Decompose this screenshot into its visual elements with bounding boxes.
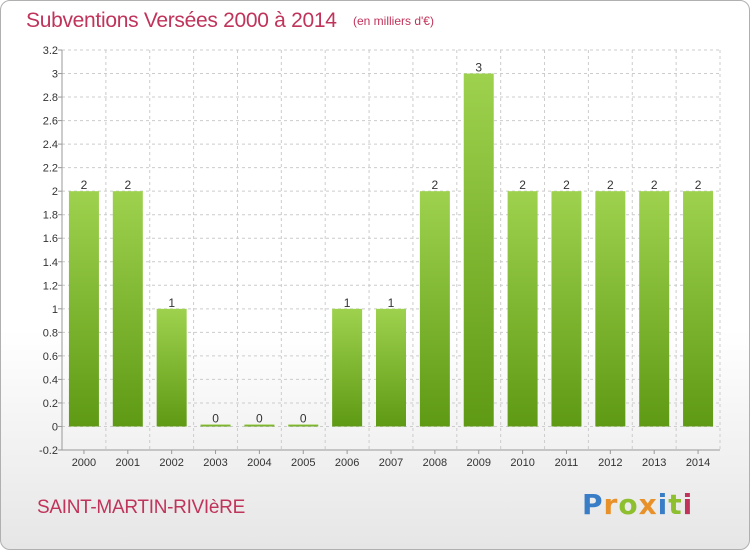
y-tick-label: 3 [52,69,58,81]
y-tick-label: 2.4 [43,139,58,151]
data-label: 1 [344,296,351,310]
bar-2014 [683,191,714,427]
y-tick-label: 3.2 [43,45,58,57]
logo-letter: t [668,488,683,521]
data-label: 1 [168,296,175,310]
bar-2009 [463,73,494,427]
x-tick-label: 2002 [159,457,183,469]
x-tick-label: 2003 [203,457,227,469]
y-tick-label: 1.8 [43,210,58,222]
x-tick-label: 2006 [335,457,359,469]
y-tick-label: 0.8 [43,327,58,339]
y-tick-label: 1.4 [43,257,58,269]
bar-2004 [244,424,275,427]
logo-letter: i [657,488,669,521]
data-label: 3 [475,61,482,75]
x-tick-label: 2008 [423,457,447,469]
bar-2007 [376,308,406,427]
bar-2008 [419,191,450,427]
data-label: 2 [563,178,570,192]
data-label: 2 [519,178,526,192]
y-tick-label: 1.6 [43,233,58,245]
logo-letter: i [682,488,694,521]
y-tick-label: 0.4 [43,374,58,386]
y-tick-label: 1.2 [43,280,58,292]
logo-letter: x [638,488,658,521]
data-label: 2 [124,178,131,192]
bar-2013 [639,191,670,427]
x-tick-label: 2011 [555,457,579,469]
bar-2006 [332,308,363,427]
y-tick-label: 2.6 [43,116,58,128]
y-tick-label: -0.2 [39,445,58,457]
bar-2010 [507,191,538,427]
logo-letter: o [618,488,639,521]
axes: -0.2 0 0.2 0.4 0.6 0.8 1 1.2 1.4 1.6 1.8 2 2.2 2.4 2.6… [39,45,720,469]
x-tick-label: 2014 [686,457,710,469]
y-tick-label: 1 [52,304,58,316]
y-tick-label: 0 [52,421,58,433]
x-tick-label: 2010 [510,457,534,469]
data-labels: 2 2 1 0 0 0 1 1 2 3 2 2 2 2 2 [81,61,702,426]
x-tick-label: 2005 [291,457,315,469]
bar-2011 [551,191,582,427]
data-label: 2 [695,178,702,192]
data-label: 0 [256,411,263,425]
data-label: 1 [388,296,395,310]
x-tick-label: 2000 [72,457,96,469]
y-tick-label: 0.2 [43,398,58,410]
data-label: 2 [81,178,88,192]
x-tick-label: 2009 [466,457,490,469]
y-tick-label: 0.6 [43,351,58,363]
bar-2005 [288,424,319,427]
y-tick-label: 2.2 [43,163,58,175]
bars [68,73,714,427]
x-tick-label: 2007 [379,457,403,469]
x-tick-label: 2013 [642,457,666,469]
bar-2003 [200,424,231,427]
data-label: 2 [607,178,614,192]
chart-title: Subventions Versées 2000 à 2014 [26,9,337,32]
logo-letter: r [603,488,619,521]
logo-letter: P [582,488,604,521]
chart-subtitle: (en milliers d'€) [353,14,434,28]
bar-2000 [68,191,99,427]
y-tick-label: 2.8 [43,92,58,104]
data-label: 0 [300,411,307,425]
bar-2002 [156,308,187,427]
data-label: 2 [432,178,439,192]
commune-name: SAINT-MARTIN-RIVIèRE [37,497,245,518]
y-tick-label: 2 [52,186,58,198]
x-tick-label: 2001 [116,457,140,469]
x-tick-label: 2012 [598,457,622,469]
bar-2001 [112,191,143,427]
data-label: 0 [212,411,219,425]
proxiti-logo: Proxiti [582,488,693,521]
data-label: 2 [651,178,658,192]
x-tick-label: 2004 [247,457,271,469]
bar-2012 [595,191,626,427]
